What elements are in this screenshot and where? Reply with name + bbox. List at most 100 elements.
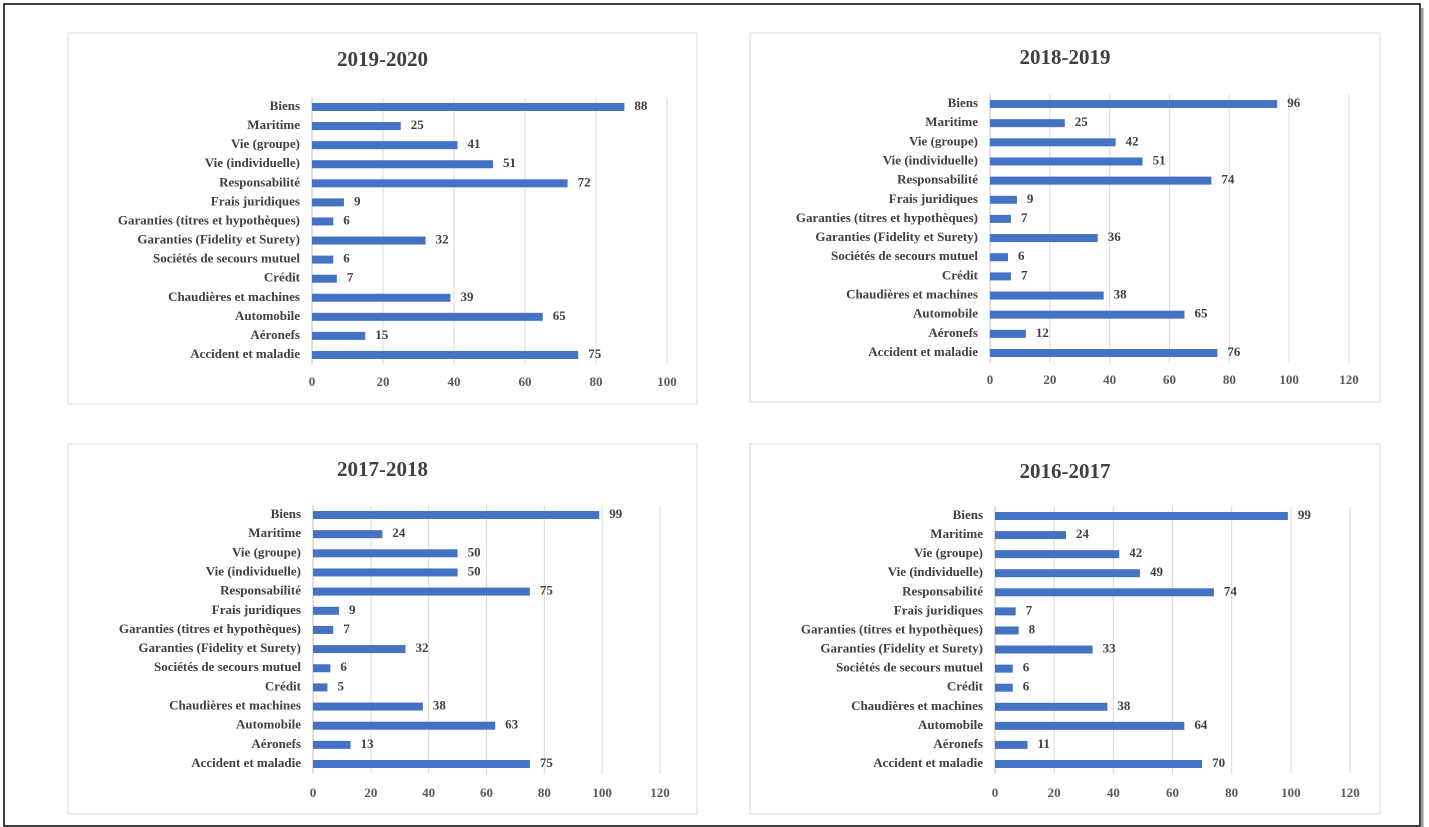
data-label: 7	[1021, 267, 1028, 282]
bar	[990, 157, 1143, 166]
y-tick-label: Responsabilité	[897, 172, 978, 187]
y-tick-label: Garanties (titres et hypothèques)	[119, 621, 301, 636]
y-tick-label: Vie (individuelle)	[205, 155, 300, 170]
data-label: 32	[436, 232, 449, 247]
chart-title: 2019-2020	[337, 47, 428, 71]
bar	[990, 291, 1104, 300]
x-tick-label: 100	[657, 374, 677, 389]
data-label: 13	[361, 736, 375, 751]
bar	[995, 569, 1140, 578]
y-tick-label: Garanties (Fidelity et Surety)	[815, 229, 978, 244]
y-tick-label: Garanties (titres et hypothèques)	[796, 210, 978, 225]
y-tick-label: Sociétés de secours mutuel	[836, 660, 983, 675]
bar	[990, 176, 1212, 185]
x-tick-label: 20	[364, 785, 377, 800]
data-label: 51	[1153, 152, 1166, 167]
x-tick-label: 80	[590, 374, 603, 389]
y-tick-label: Aéronefs	[928, 325, 978, 340]
y-tick-label: Responsabilité	[902, 583, 983, 598]
x-tick-label: 60	[1163, 372, 1176, 387]
y-tick-label: Garanties (titres et hypothèques)	[801, 621, 983, 636]
y-tick-label: Crédit	[265, 678, 302, 693]
bar	[312, 293, 451, 302]
data-label: 39	[460, 289, 474, 304]
y-tick-label: Aéronefs	[251, 736, 301, 751]
bar	[990, 234, 1098, 243]
data-label: 7	[1026, 602, 1033, 617]
data-label: 99	[1298, 507, 1312, 522]
data-label: 72	[578, 174, 591, 189]
y-tick-label: Maritime	[247, 117, 300, 132]
data-label: 41	[468, 136, 481, 151]
bar	[313, 702, 423, 711]
data-label: 8	[1029, 621, 1036, 636]
bar	[990, 214, 1011, 223]
y-tick-label: Responsabilité	[220, 583, 301, 598]
x-tick-label: 20	[1043, 372, 1056, 387]
bar	[995, 550, 1120, 559]
bar	[313, 568, 458, 577]
bar	[990, 272, 1011, 281]
y-tick-label: Biens	[270, 98, 300, 113]
x-tick-label: 120	[1339, 372, 1359, 387]
bar	[995, 683, 1013, 692]
y-tick-label: Chaudières et machines	[169, 698, 301, 713]
chart-panel	[749, 32, 1381, 403]
bar	[313, 740, 351, 749]
bar	[313, 721, 496, 730]
y-tick-label: Vie (groupe)	[914, 545, 983, 560]
bar	[990, 119, 1065, 128]
bar	[995, 721, 1185, 730]
data-label: 15	[375, 327, 389, 342]
bar	[312, 122, 401, 131]
y-tick-label: Maritime	[930, 526, 983, 541]
data-label: 76	[1227, 344, 1241, 359]
bar	[995, 531, 1066, 540]
x-tick-label: 0	[992, 785, 999, 800]
data-label: 42	[1126, 133, 1139, 148]
y-tick-label: Sociétés de secours mutuel	[154, 659, 301, 674]
x-tick-label: 40	[1103, 372, 1116, 387]
y-tick-label: Automobile	[235, 308, 300, 323]
bar	[995, 512, 1288, 520]
data-label: 51	[503, 155, 516, 170]
data-label: 38	[433, 698, 447, 713]
bar	[312, 274, 337, 283]
y-tick-label: Crédit	[947, 679, 984, 694]
data-label: 5	[337, 678, 344, 693]
data-label: 6	[343, 212, 350, 227]
x-tick-label: 80	[1225, 785, 1238, 800]
x-tick-label: 40	[448, 374, 461, 389]
data-label: 12	[1036, 325, 1049, 340]
x-tick-label: 80	[538, 785, 551, 800]
bar	[312, 351, 579, 359]
bar	[312, 198, 344, 207]
bar	[990, 310, 1185, 319]
x-tick-label: 20	[1048, 785, 1061, 800]
bar	[995, 588, 1214, 597]
bar	[990, 329, 1026, 338]
y-tick-label: Biens	[948, 95, 978, 110]
y-tick-label: Aéronefs	[250, 327, 300, 342]
bar	[995, 626, 1019, 635]
data-label: 96	[1287, 95, 1301, 110]
data-label: 75	[588, 346, 602, 361]
x-tick-label: 120	[650, 785, 670, 800]
bar	[312, 103, 625, 111]
y-tick-label: Vie (groupe)	[232, 544, 301, 559]
data-label: 75	[540, 755, 554, 770]
y-tick-label: Vie (individuelle)	[206, 563, 301, 578]
data-label: 64	[1194, 717, 1208, 732]
y-tick-label: Biens	[953, 507, 983, 522]
chart-title: 2017-2018	[337, 457, 428, 481]
y-tick-label: Responsabilité	[219, 174, 300, 189]
data-label: 74	[1224, 583, 1238, 598]
y-tick-label: Frais juridiques	[211, 193, 300, 208]
chart-title: 2018-2019	[1020, 45, 1111, 69]
bar	[312, 141, 458, 150]
y-tick-label: Sociétés de secours mutuel	[831, 248, 978, 263]
y-tick-label: Accident et maladie	[873, 755, 983, 770]
data-label: 9	[354, 193, 361, 208]
bar	[312, 179, 568, 188]
